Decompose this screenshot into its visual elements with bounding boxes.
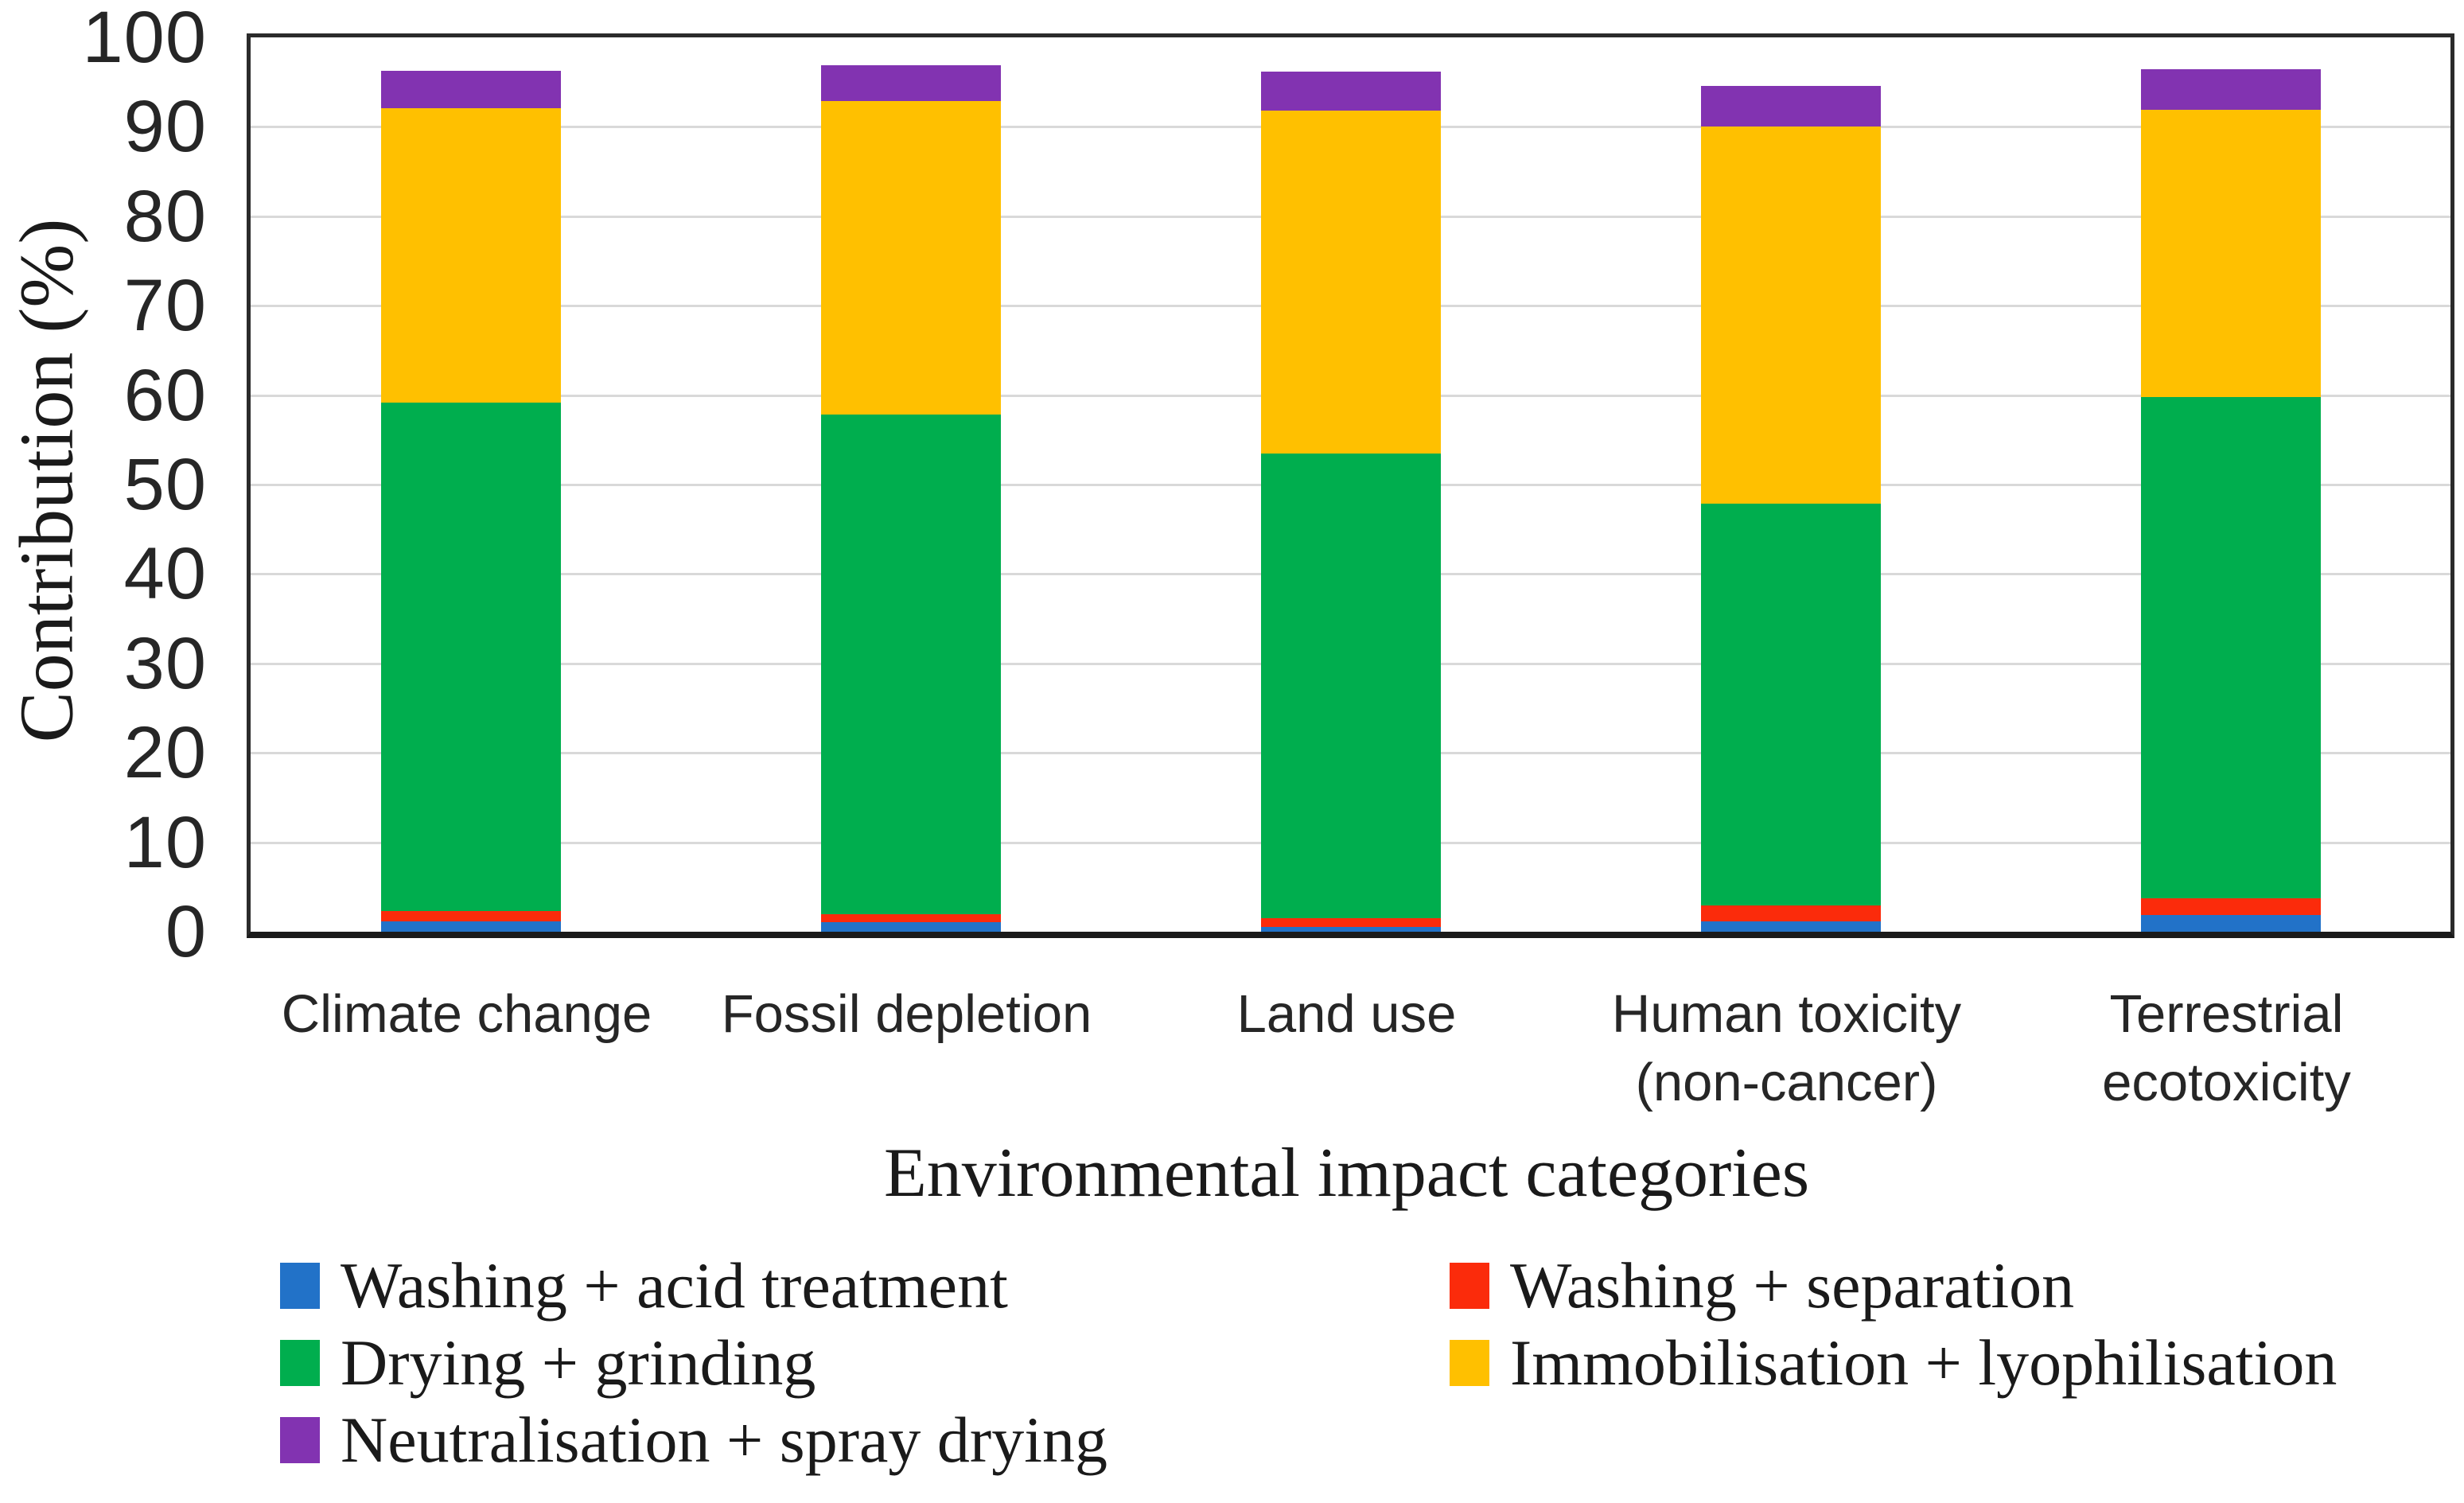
segment-washing-acid-treatment-terrestrial: [2140, 914, 2321, 932]
segment-washing-separation-terrestrial: [2140, 898, 2321, 915]
segment-neutralisation-spray-drying-fossil-depletion: [820, 64, 1001, 101]
segment-immobilisation-lyophilisation-climate-change: [380, 107, 561, 403]
segment-immobilisation-lyophilisation-human-toxicity: [1700, 127, 1881, 504]
legend-item-neutralisation-spray-drying: Neutralisation + spray drying: [280, 1402, 1107, 1478]
segment-drying-grinding-climate-change: [380, 402, 561, 912]
y-tick-label-0: 0: [165, 891, 207, 972]
segment-washing-separation-human-toxicity: [1700, 905, 1881, 921]
legend-swatch-immobilisation-lyophilisation: [1450, 1340, 1489, 1386]
x-category-label-human-toxicity: Human toxicity (non-cancer): [1611, 984, 1962, 1112]
bar-human-toxicity: [1700, 37, 1881, 932]
segment-immobilisation-lyophilisation-land-use: [1260, 111, 1441, 454]
bar-land-use: [1260, 37, 1441, 932]
x-category-label-terrestrial: Terrestrial ecotoxicity: [2102, 984, 2351, 1112]
x-category-label-climate-change: Climate change: [281, 984, 652, 1044]
segment-washing-separation-climate-change: [380, 911, 561, 921]
bar-climate-change: [380, 37, 561, 932]
segment-washing-acid-treatment-human-toxicity: [1700, 921, 1881, 932]
segment-drying-grinding-fossil-depletion: [820, 415, 1001, 914]
legend-item-immobilisation-lyophilisation: Immobilisation + lyophilisation: [1450, 1325, 2337, 1401]
segment-drying-grinding-human-toxicity: [1700, 503, 1881, 906]
chart-legend: Washing + acid treatment Drying + grindin…: [0, 1248, 2464, 1494]
y-tick-label-40: 40: [123, 533, 207, 615]
y-tick-label-20: 20: [123, 712, 207, 794]
x-category-label-land-use: Land use: [1236, 984, 1457, 1044]
y-tick-label-70: 70: [123, 265, 207, 347]
legend-label-washing-separation: Washing + separation: [1510, 1249, 2075, 1322]
segment-washing-separation-fossil-depletion: [820, 913, 1001, 922]
legend-item-washing-separation: Washing + separation: [1450, 1248, 2074, 1324]
legend-label-neutralisation-spray-drying: Neutralisation + spray drying: [341, 1404, 1107, 1476]
y-tick-label-90: 90: [123, 86, 207, 168]
legend-label-immobilisation-lyophilisation: Immobilisation + lyophilisation: [1510, 1326, 2337, 1399]
legend-label-drying-grinding: Drying + grinding: [341, 1326, 816, 1399]
segment-neutralisation-spray-drying-terrestrial: [2140, 69, 2321, 111]
legend-label-washing-acid-treatment: Washing + acid treatment: [341, 1249, 1008, 1322]
plot-area: [247, 33, 2454, 938]
segment-washing-acid-treatment-fossil-depletion: [820, 921, 1001, 932]
segment-neutralisation-spray-drying-human-toxicity: [1700, 85, 1881, 127]
bar-fossil-depletion: [820, 37, 1001, 932]
segment-neutralisation-spray-drying-climate-change: [380, 70, 561, 108]
bar-terrestrial: [2140, 37, 2321, 932]
legend-item-washing-acid-treatment: Washing + acid treatment: [280, 1248, 1008, 1324]
segment-immobilisation-lyophilisation-fossil-depletion: [820, 100, 1001, 415]
legend-swatch-washing-separation: [1450, 1263, 1489, 1309]
y-tick-label-10: 10: [123, 801, 207, 883]
legend-swatch-neutralisation-spray-drying: [280, 1417, 320, 1463]
segment-immobilisation-lyophilisation-terrestrial: [2140, 110, 2321, 397]
segment-drying-grinding-land-use: [1260, 453, 1441, 919]
segment-washing-acid-treatment-land-use: [1260, 927, 1441, 932]
legend-swatch-washing-acid-treatment: [280, 1263, 320, 1309]
x-category-label-fossil-depletion: Fossil depletion: [721, 984, 1092, 1044]
y-tick-label-50: 50: [123, 444, 207, 525]
segment-washing-separation-land-use: [1260, 918, 1441, 928]
x-axis-title: Environmental impact categories: [883, 1135, 1810, 1212]
legend-swatch-drying-grinding: [280, 1340, 320, 1386]
segment-washing-acid-treatment-climate-change: [380, 921, 561, 932]
y-tick-label-60: 60: [123, 354, 207, 436]
y-tick-label-100: 100: [82, 0, 207, 78]
segment-drying-grinding-terrestrial: [2140, 396, 2321, 899]
y-tick-label-80: 80: [123, 175, 207, 257]
segment-neutralisation-spray-drying-land-use: [1260, 71, 1441, 111]
y-tick-label-30: 30: [123, 622, 207, 704]
legend-item-drying-grinding: Drying + grinding: [280, 1325, 815, 1401]
